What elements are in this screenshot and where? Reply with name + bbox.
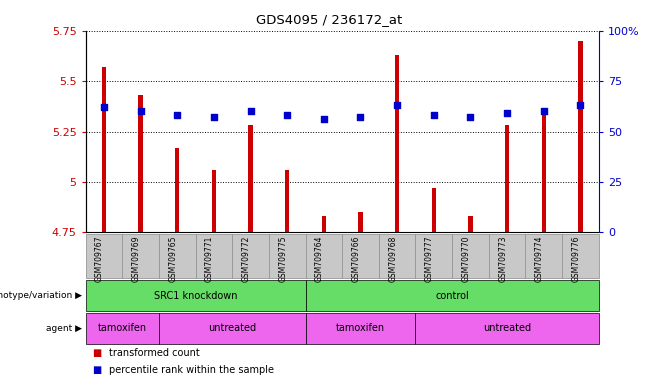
Bar bbox=[285, 170, 290, 232]
Bar bbox=[322, 216, 326, 232]
Text: agent ▶: agent ▶ bbox=[46, 324, 82, 333]
Bar bbox=[395, 55, 399, 232]
Text: transformed count: transformed count bbox=[109, 348, 199, 358]
Text: GSM709775: GSM709775 bbox=[278, 235, 287, 282]
Bar bbox=[175, 147, 180, 232]
Text: GSM709769: GSM709769 bbox=[132, 235, 141, 282]
Point bbox=[575, 102, 586, 108]
Text: tamoxifen: tamoxifen bbox=[97, 323, 147, 333]
Text: ■: ■ bbox=[92, 348, 101, 358]
Text: GSM709768: GSM709768 bbox=[388, 235, 397, 282]
Text: GSM709766: GSM709766 bbox=[351, 235, 361, 282]
Bar bbox=[468, 216, 472, 232]
Text: GSM709764: GSM709764 bbox=[315, 235, 324, 282]
Text: GSM709773: GSM709773 bbox=[498, 235, 507, 282]
Bar bbox=[212, 170, 216, 232]
Bar bbox=[102, 67, 106, 232]
Text: GSM709774: GSM709774 bbox=[535, 235, 544, 282]
Point bbox=[428, 112, 439, 118]
Text: GSM709771: GSM709771 bbox=[205, 235, 214, 282]
Text: GSM709776: GSM709776 bbox=[571, 235, 580, 282]
Text: GSM709777: GSM709777 bbox=[425, 235, 434, 282]
Point bbox=[209, 114, 219, 121]
Point bbox=[465, 114, 476, 121]
Point bbox=[282, 112, 292, 118]
Text: untreated: untreated bbox=[483, 323, 531, 333]
Bar bbox=[505, 126, 509, 232]
Point bbox=[172, 112, 182, 118]
Point bbox=[502, 110, 513, 116]
Bar bbox=[248, 126, 253, 232]
Text: untreated: untreated bbox=[208, 323, 256, 333]
Bar bbox=[138, 95, 143, 232]
Text: GSM709770: GSM709770 bbox=[461, 235, 470, 282]
Point bbox=[136, 108, 146, 114]
Text: ■: ■ bbox=[92, 365, 101, 375]
Bar bbox=[542, 115, 546, 232]
Text: GSM709765: GSM709765 bbox=[168, 235, 177, 282]
Point bbox=[392, 102, 403, 108]
Text: control: control bbox=[435, 291, 469, 301]
Text: percentile rank within the sample: percentile rank within the sample bbox=[109, 365, 274, 375]
Bar bbox=[432, 188, 436, 232]
Point bbox=[355, 114, 366, 121]
Bar bbox=[578, 41, 582, 232]
Point bbox=[245, 108, 256, 114]
Point bbox=[538, 108, 549, 114]
Text: GDS4095 / 236172_at: GDS4095 / 236172_at bbox=[256, 13, 402, 26]
Text: SRC1 knockdown: SRC1 knockdown bbox=[154, 291, 238, 301]
Point bbox=[318, 116, 329, 122]
Point bbox=[99, 104, 109, 111]
Text: tamoxifen: tamoxifen bbox=[336, 323, 385, 333]
Text: genotype/variation ▶: genotype/variation ▶ bbox=[0, 291, 82, 300]
Text: GSM709767: GSM709767 bbox=[95, 235, 104, 282]
Text: GSM709772: GSM709772 bbox=[241, 235, 251, 282]
Bar bbox=[359, 212, 363, 232]
